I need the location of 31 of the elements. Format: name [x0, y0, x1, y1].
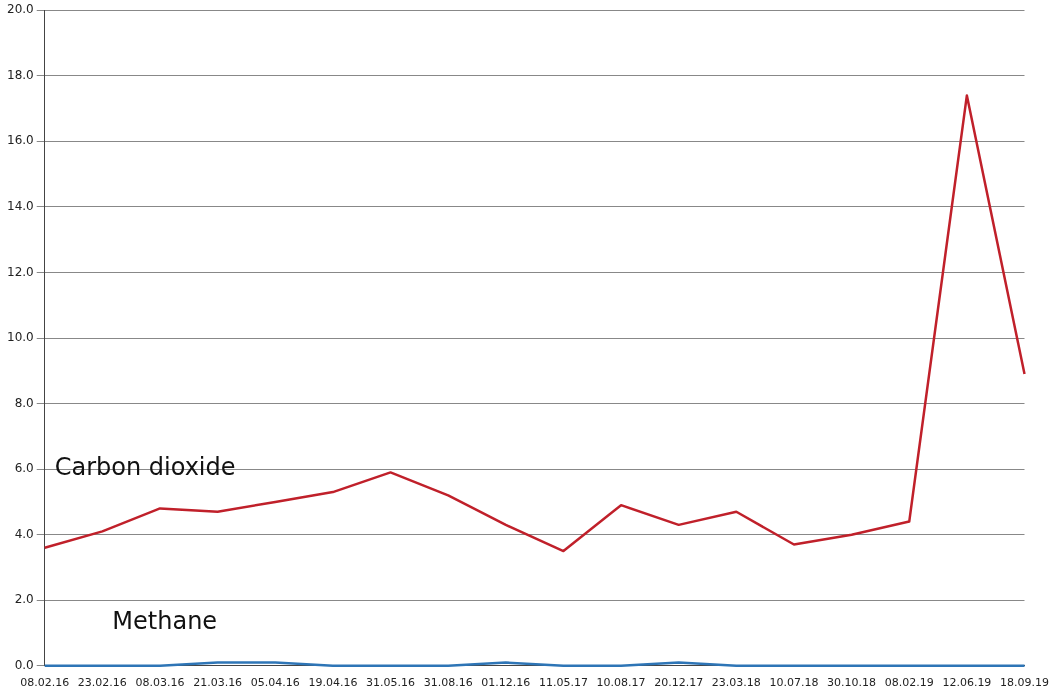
x-tick-label: 08.02.19 [884, 676, 934, 690]
series-label: Carbon dioxide [54, 452, 236, 481]
y-tick-label: 2.0 [14, 592, 34, 607]
y-tick-label: 20.0 [7, 2, 34, 17]
y-tick-label: 8.0 [14, 395, 34, 410]
x-tick-label: 31.05.16 [366, 676, 416, 690]
x-tick-label: 21.03.16 [193, 676, 243, 690]
x-tick-label: 19.04.16 [308, 676, 358, 690]
series-label: Methane [112, 606, 218, 635]
y-tick-label: 10.0 [7, 330, 34, 345]
x-tick-label: 11.05.17 [538, 676, 588, 690]
x-tick-label: 10.07.18 [769, 676, 819, 690]
x-tick-label: 08.03.16 [135, 676, 185, 690]
x-tick-label: 01.12.16 [481, 676, 531, 690]
y-tick-label: 14.0 [7, 199, 34, 214]
x-tick-label: 12.06.19 [942, 676, 992, 690]
y-tick-label: 12.0 [7, 264, 34, 279]
x-tick-label: 23.03.18 [711, 676, 761, 690]
x-tick-label: 20.12.17 [654, 676, 704, 690]
x-tick-label: 23.02.16 [77, 676, 127, 690]
x-tick-label: 08.02.16 [20, 676, 70, 690]
y-tick-label: 4.0 [14, 526, 34, 541]
x-tick-label: 31.08.16 [423, 676, 473, 690]
x-tick-label: 10.08.17 [596, 676, 646, 690]
y-tick-label: 18.0 [7, 67, 34, 82]
x-tick-label: 05.04.16 [250, 676, 300, 690]
y-tick-label: 16.0 [7, 133, 34, 148]
y-tick-label: 6.0 [14, 461, 34, 476]
x-tick-label: 30.10.18 [827, 676, 877, 690]
y-tick-label: 0.0 [14, 657, 34, 672]
x-tick-label: 18.09.19 [1000, 676, 1049, 690]
